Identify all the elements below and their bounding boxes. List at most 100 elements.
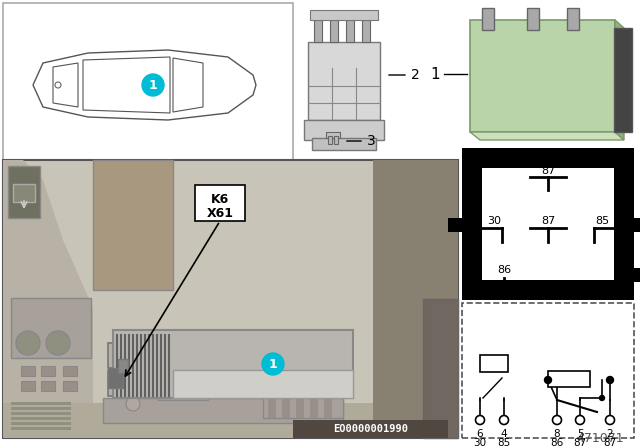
Polygon shape [615, 20, 624, 140]
Bar [324, 396, 332, 418]
Bar [8, 166, 40, 218]
Bar [362, 20, 370, 42]
Text: 5: 5 [577, 429, 583, 439]
Bar [263, 393, 343, 418]
Bar [118, 359, 128, 373]
Text: 1: 1 [269, 358, 277, 370]
Bar [3, 3, 293, 160]
Bar [11, 298, 91, 358]
Text: 85: 85 [595, 216, 609, 226]
Text: 30: 30 [474, 438, 486, 448]
Bar [334, 136, 338, 144]
Bar [21, 381, 35, 391]
Bar [63, 366, 77, 376]
Text: 3: 3 [367, 134, 376, 148]
Polygon shape [470, 132, 624, 140]
Circle shape [142, 74, 164, 96]
Bar [314, 20, 322, 42]
Circle shape [600, 396, 605, 401]
Bar [634, 218, 640, 232]
Circle shape [46, 331, 70, 355]
Bar [103, 398, 343, 423]
Bar [482, 168, 614, 280]
Circle shape [16, 331, 40, 355]
Bar [548, 371, 590, 387]
Bar [448, 218, 462, 232]
Bar [93, 160, 173, 290]
Circle shape [476, 415, 484, 425]
Circle shape [262, 353, 284, 375]
Text: 87: 87 [541, 166, 555, 176]
Bar [308, 42, 380, 120]
Bar [41, 366, 55, 376]
Bar [21, 366, 35, 376]
Bar [3, 160, 458, 438]
Bar [567, 8, 579, 30]
Bar [195, 185, 245, 221]
Bar [326, 132, 340, 138]
Bar [108, 371, 258, 396]
Polygon shape [53, 63, 78, 107]
Circle shape [126, 397, 140, 411]
Bar [310, 10, 378, 20]
Bar [310, 396, 318, 418]
Bar [293, 420, 448, 438]
Text: 87: 87 [573, 438, 587, 448]
Text: 8: 8 [554, 429, 560, 439]
Text: 1: 1 [148, 78, 157, 91]
Text: K6: K6 [211, 193, 229, 206]
Bar [13, 184, 35, 202]
Bar [330, 20, 338, 42]
Bar [11, 412, 71, 415]
Text: 471071: 471071 [576, 431, 624, 444]
Bar [328, 136, 332, 144]
Text: 1: 1 [430, 66, 440, 82]
Bar [462, 303, 634, 438]
Bar [282, 396, 290, 418]
Bar [11, 402, 71, 405]
Bar [3, 403, 458, 438]
Bar [268, 396, 276, 418]
Text: EO0000001990: EO0000001990 [333, 424, 408, 434]
Polygon shape [3, 160, 93, 438]
Bar [173, 370, 353, 398]
Text: 86: 86 [550, 438, 564, 448]
Circle shape [552, 415, 561, 425]
Bar [480, 355, 508, 372]
Text: 30: 30 [487, 216, 501, 226]
Bar [108, 343, 258, 368]
Bar [11, 422, 71, 425]
Bar [462, 148, 634, 300]
Bar [11, 427, 71, 430]
Text: 87: 87 [541, 216, 555, 226]
Polygon shape [83, 57, 170, 113]
Circle shape [126, 369, 140, 383]
Bar [470, 20, 615, 132]
Circle shape [575, 415, 584, 425]
Bar [41, 381, 55, 391]
Bar [158, 392, 208, 400]
Bar [108, 368, 123, 388]
Circle shape [499, 415, 509, 425]
Circle shape [605, 415, 614, 425]
Text: X61: X61 [207, 207, 234, 220]
Bar [11, 407, 71, 410]
Bar [63, 381, 77, 391]
Text: 4: 4 [500, 429, 508, 439]
Polygon shape [173, 58, 203, 112]
Text: 6: 6 [477, 429, 483, 439]
Circle shape [545, 376, 552, 383]
Bar [634, 268, 640, 282]
Text: 87: 87 [604, 438, 616, 448]
Text: 2: 2 [607, 429, 613, 439]
Bar [312, 138, 376, 150]
Text: 86: 86 [497, 265, 511, 275]
Bar [373, 160, 458, 438]
Polygon shape [33, 50, 256, 120]
Text: 2: 2 [411, 68, 420, 82]
Circle shape [607, 376, 614, 383]
Bar [11, 417, 71, 420]
Bar [346, 20, 354, 42]
Bar [113, 330, 353, 398]
Bar [304, 120, 384, 140]
